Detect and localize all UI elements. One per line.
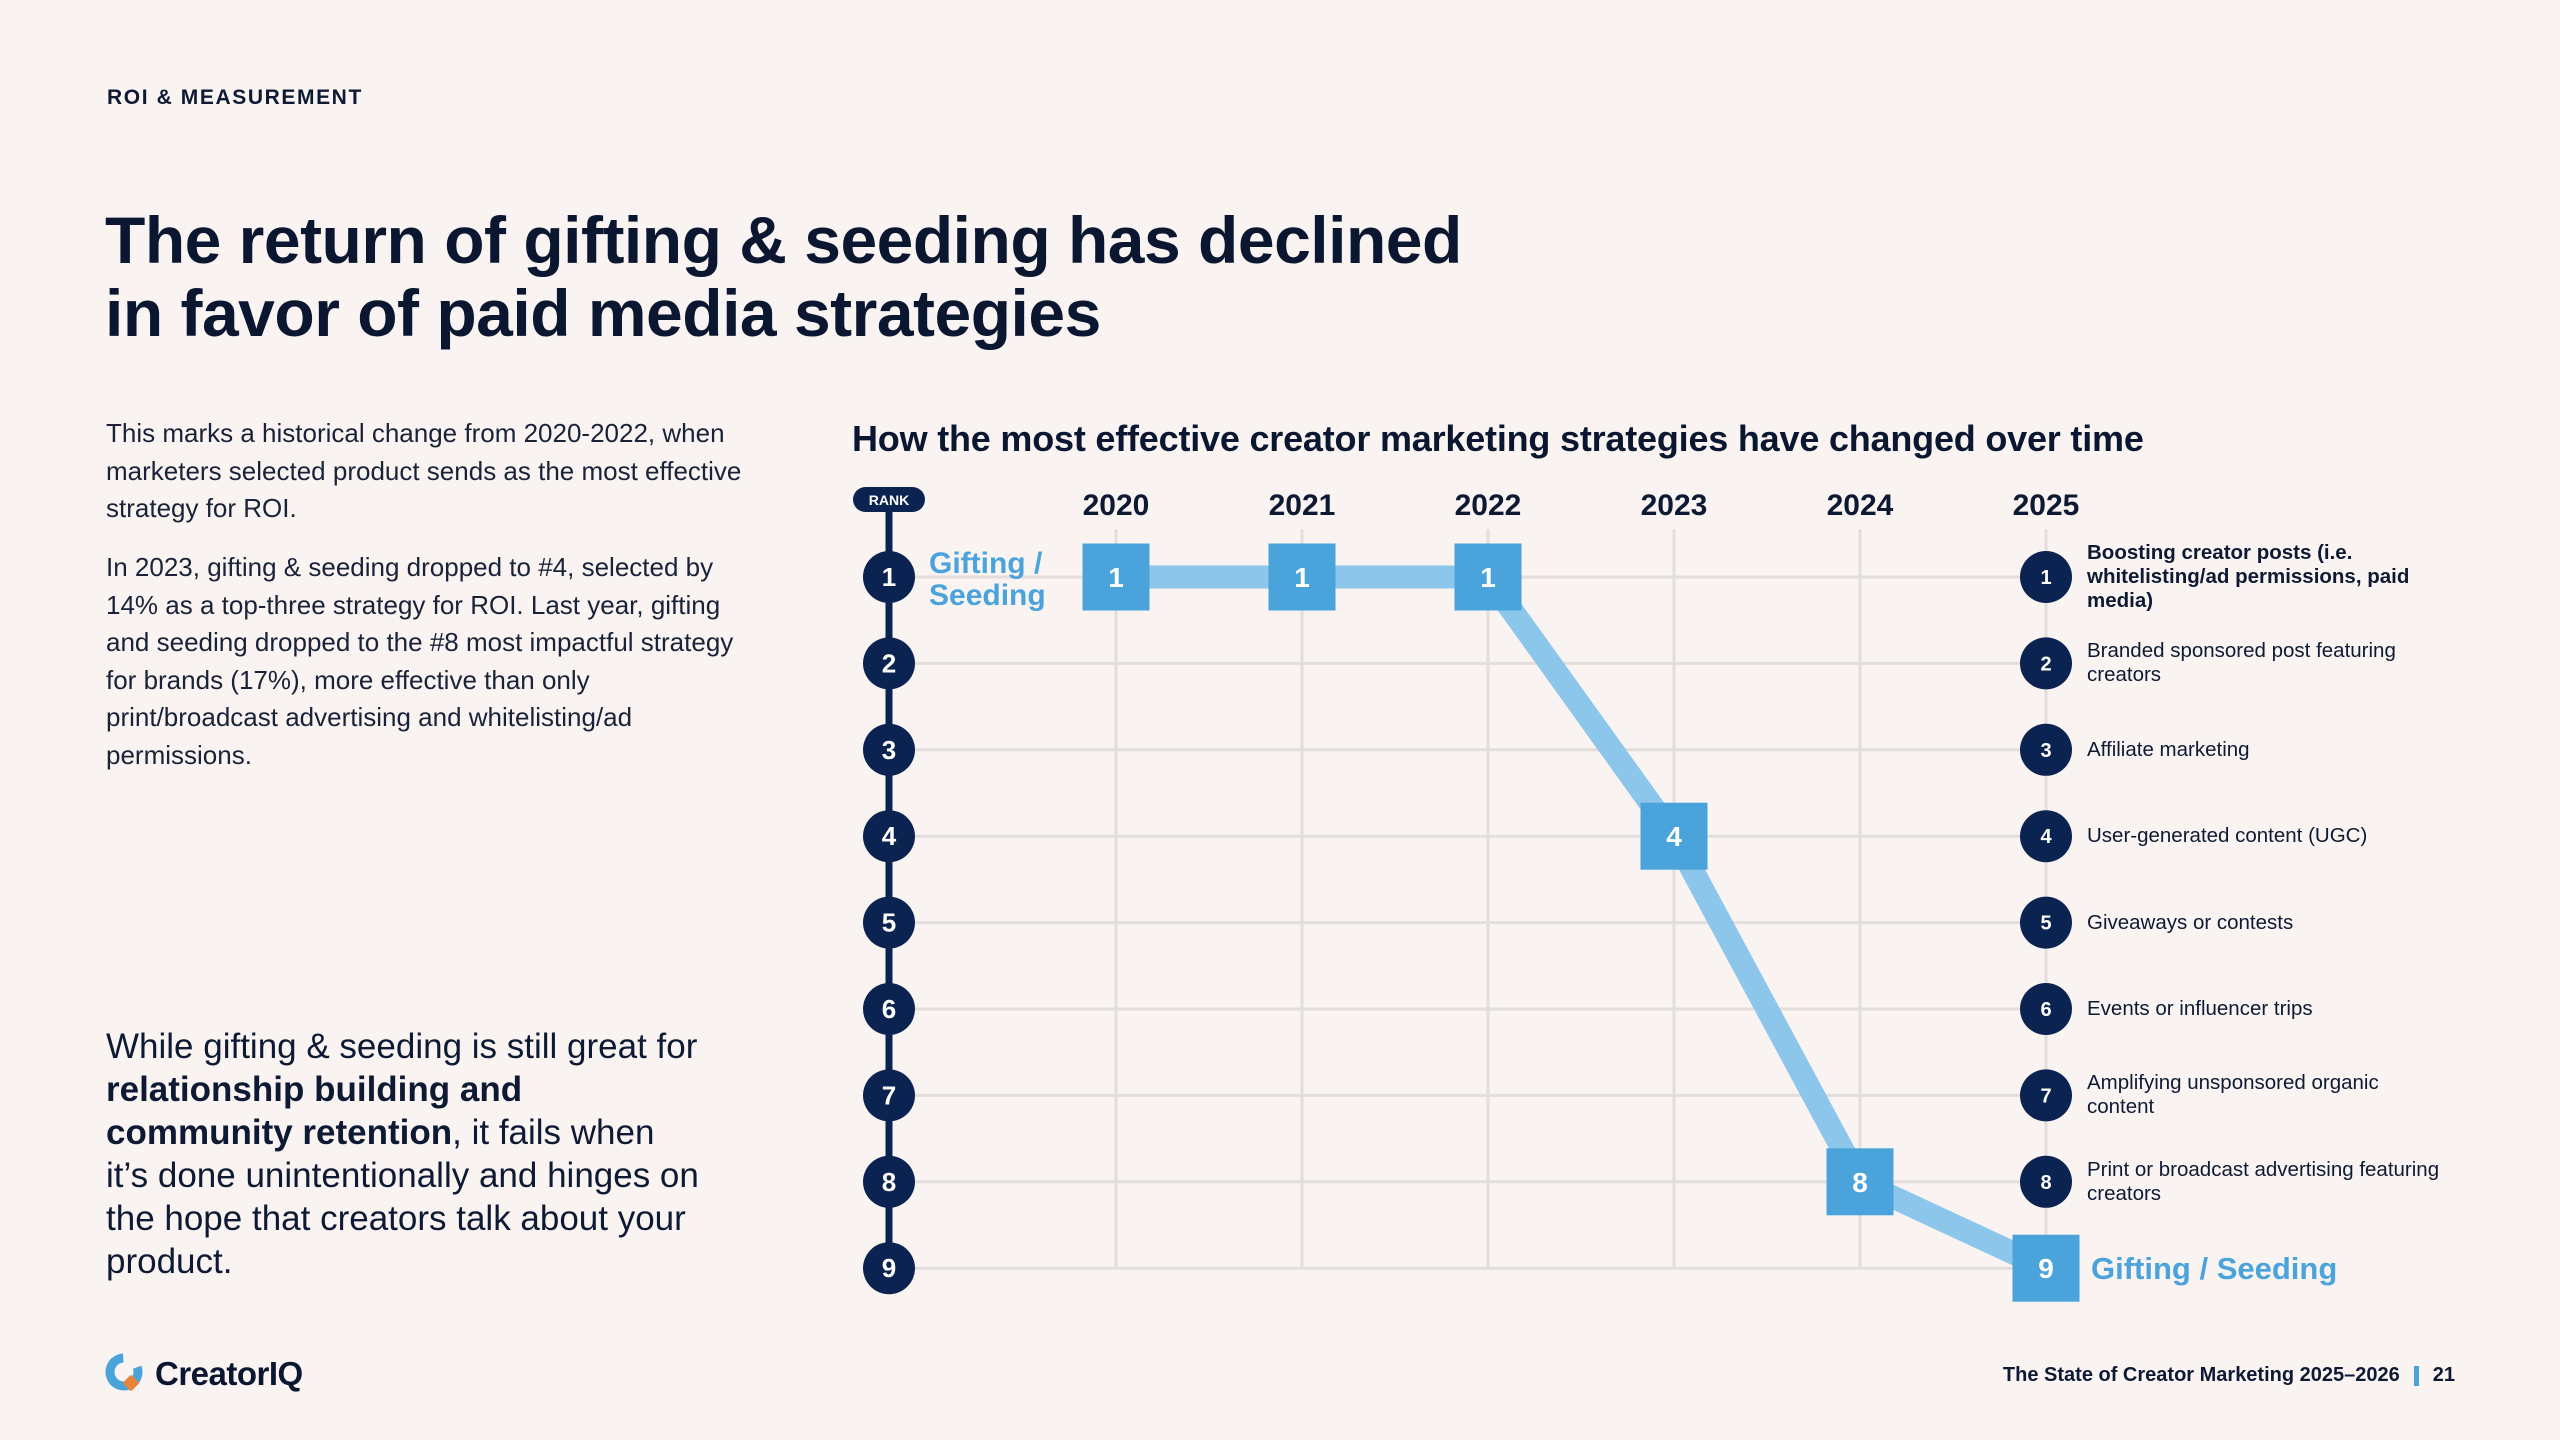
data-point-2023 [1640,802,1708,870]
logo-wordmark: CreatorIQ [155,1355,303,1392]
legend-rank-circle-3 [2020,723,2072,776]
callout-part-2: , it fails when it’s done unintentionall… [106,1113,699,1281]
rank-number: 6 [882,994,896,1024]
legend-rank-circle-1 [2020,551,2072,603]
legend-rank-circle-8 [2020,1155,2072,1208]
legend-item-rank-3: Affiliate marketing [2087,737,2250,761]
rank-circle-4 [863,810,915,863]
legend-item-rank-5: Giveaways or contests [2087,910,2294,934]
rank-circle-6 [863,983,915,1035]
legend-item-rank-2: Branded sponsored post featuring creator… [2087,639,2396,687]
legend-rank-number: 4 [2040,826,2052,848]
year-label: 2021 [1269,489,1336,522]
data-point-label-2020: 1 [1108,562,1124,593]
data-point-label-2025: 9 [2038,1253,2054,1284]
footer-separator [2413,1365,2419,1386]
year-label: 2020 [1083,489,1150,522]
data-point-2022 [1454,543,1522,611]
data-point-2024 [1826,1148,1894,1216]
page-title-line-2: in favor of paid media strategies [105,276,1101,350]
data-point-label-2024: 8 [1852,1167,1868,1198]
legend-rank-number: 7 [2040,1085,2051,1107]
creatoriq-logo: CreatorIQ [105,1352,303,1396]
legend-rank-circle-7 [2020,1069,2072,1122]
rank-axis-label: RANK [869,492,909,508]
legend-rank-number: 3 [2040,740,2051,762]
legend-rank-number: 2 [2040,653,2051,675]
year-label: 2023 [1641,489,1708,522]
rank-number: 4 [882,821,897,851]
rank-circle-9 [863,1242,915,1295]
legend-rank-circle-5 [2020,896,2072,949]
rank-number: 9 [882,1253,896,1283]
callout-part-1: While gifting & seeding is still great f… [106,1027,698,1066]
legend-item-rank-8: Print or broadcast advertising featuring… [2087,1157,2440,1205]
chart-title: How the most effective creator marketing… [852,418,2144,459]
page-number: 21 [2432,1364,2455,1386]
footer-report-title: The State of Creator Marketing 2025–2026 [2002,1364,2400,1386]
legend-rank-circle-4 [2020,810,2072,863]
year-label: 2022 [1455,489,1522,522]
legend-item-rank-1: Boosting creator posts (i.e. whitelistin… [2087,541,2410,612]
data-point-label-2021: 1 [1294,562,1310,593]
section-eyebrow: ROI & MEASUREMENT [107,86,363,109]
series-start-label-line-2: Seeding [929,579,1046,612]
data-point-2021 [1268,543,1336,611]
data-point-2020 [1082,543,1150,611]
rank-number: 8 [882,1167,896,1197]
footer: The State of Creator Marketing 2025–2026… [2003,1364,2455,1387]
legend-rank-circle-2 [2020,637,2072,690]
body-paragraph-2: In 2023, gifting & seeding dropped to #4… [106,552,734,770]
legend-item-rank-7: Amplifying unsponsored organic content [2087,1071,2379,1119]
legend-rank-number: 6 [2040,999,2051,1021]
legend-rank-circle-6 [2020,983,2072,1035]
rank-axis-badge [853,487,925,512]
rank-circle-8 [863,1155,915,1208]
legend-rank-number: 8 [2040,1172,2051,1194]
creatoriq-logo-icon [105,1353,143,1391]
legend-rank-number: 1 [2040,567,2051,589]
rank-number: 2 [882,648,896,678]
rank-number: 3 [882,735,896,765]
rank-number: 5 [882,908,896,938]
data-point-label-2023: 4 [1666,821,1682,852]
rank-circle-2 [863,637,915,690]
rank-circle-1 [863,551,915,603]
rank-number: 7 [882,1080,896,1110]
body-paragraph-1: This marks a historical change from 2020… [106,418,742,523]
data-point-2025 [2012,1234,2080,1302]
series-end-label: Gifting / Seeding [2091,1251,2337,1286]
rank-circle-7 [863,1069,915,1122]
callout-emphasis: relationship building and community rete… [106,1070,523,1152]
year-label: 2024 [1827,489,1894,522]
legend-rank-number: 5 [2040,913,2051,935]
data-point-label-2022: 1 [1480,562,1496,593]
page-title-line-1: The return of gifting & seeding has decl… [105,203,1462,277]
rank-circle-5 [863,896,915,949]
year-label: 2025 [2013,489,2080,522]
rank-number: 1 [882,562,896,592]
page-title: The return of gifting & seeding has decl… [105,204,1605,350]
legend-item-rank-4: User-generated content (UGC) [2087,824,2368,848]
callout-text: While gifting & seeding is still great f… [106,1025,706,1283]
legend-item-rank-6: Events or influencer trips [2087,997,2313,1020]
series-start-label-line-1: Gifting / [929,547,1043,580]
rank-circle-3 [863,723,915,776]
